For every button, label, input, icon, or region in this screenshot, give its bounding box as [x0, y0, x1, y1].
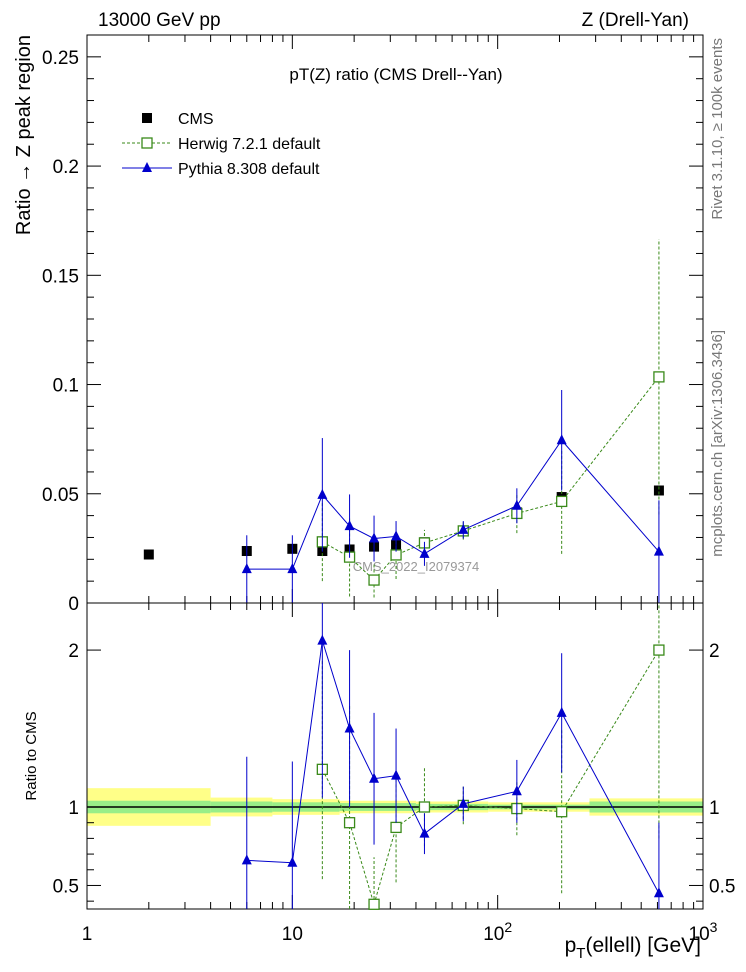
- upper-pythia-point: [653, 545, 664, 556]
- upper-pythia-point: [419, 547, 430, 558]
- lower-pythia-point: [511, 785, 522, 796]
- upper-herwig-point: [653, 371, 665, 383]
- lower-frame: [86, 602, 704, 910]
- x-tick-label: 1: [82, 924, 93, 945]
- lower-y-tick-label-right: 2: [709, 641, 720, 662]
- upper-herwig-point: [368, 574, 380, 586]
- upper-pythia-point: [317, 488, 328, 499]
- legend-cms-marker: [142, 113, 152, 123]
- header-right: Z (Drell-Yan): [582, 10, 689, 31]
- x-tick-label: 10: [282, 924, 303, 945]
- lower-herwig-point: [556, 806, 568, 818]
- lower-pythia-point: [287, 856, 298, 867]
- lower-herwig-point: [418, 801, 431, 813]
- legend-herwig-label: Herwig 7.2.1 default: [178, 136, 321, 153]
- upper-pythia-point: [369, 532, 380, 543]
- upper-pythia-point: [556, 434, 567, 445]
- lower-herwig-point: [343, 817, 356, 829]
- header-left: 13000 GeV pp: [98, 10, 221, 31]
- lower-pythia-point: [458, 797, 469, 808]
- x-tick-label: 102: [483, 919, 512, 945]
- analysis-watermark: CMS_2022_I2079374: [353, 559, 480, 574]
- lower-y-tick-label: 0.5: [53, 876, 79, 897]
- upper-cms-point: [653, 485, 664, 496]
- x-axis-label: pT(ellell) [GeV]: [565, 934, 701, 962]
- lower-pythia-point: [344, 722, 355, 733]
- lower-y-tick-label: 1: [68, 798, 79, 819]
- upper-y-tick-label: 0.25: [42, 48, 79, 69]
- lower-y-tick-label-right: 1: [709, 798, 720, 819]
- upper-ylabel: Ratio → Z peak region: [13, 35, 35, 235]
- legend-pythia-marker: [142, 162, 152, 172]
- upper-pythia-point: [391, 530, 402, 541]
- upper-herwig-line: [322, 376, 660, 581]
- upper-pythia-line: [246, 439, 660, 570]
- main-title: pT(Z) ratio (CMS Drell--Yan): [289, 65, 502, 84]
- upper-pythia-point: [344, 520, 355, 531]
- upper-y-tick-label: 0.15: [42, 266, 79, 287]
- lower-pythia-point: [241, 854, 252, 865]
- lower-herwig-point: [653, 644, 665, 656]
- lower-pythia-point: [317, 634, 328, 645]
- lower-y-tick-label: 2: [68, 641, 79, 662]
- lower-pythia-point: [369, 772, 380, 783]
- lower-pythia-point: [391, 769, 402, 780]
- upper-y-tick-label: 0.1: [53, 376, 79, 397]
- upper-cms-point: [143, 549, 154, 560]
- upper-pythia-point: [511, 499, 522, 510]
- upper-y-tick-label: 0.2: [53, 157, 79, 178]
- legend-pythia-label: Pythia 8.308 default: [178, 161, 320, 178]
- lower-pythia-point: [419, 827, 430, 838]
- lower-ylabel: Ratio to CMS: [23, 711, 40, 800]
- upper-pythia-point: [458, 523, 469, 534]
- legend-cms-label: CMS: [178, 111, 214, 128]
- lower-y-tick-label-right: 0.5: [709, 876, 735, 897]
- lower-herwig-point: [390, 821, 402, 834]
- rivet-note: Rivet 3.1.10, ≥ 100k events: [709, 38, 726, 220]
- lower-pythia-point: [653, 887, 664, 898]
- upper-y-tick-label: 0: [68, 594, 79, 615]
- mcplots-note: mcplots.cern.ch [arXiv:1306.3436]: [709, 330, 726, 557]
- upper-herwig-point: [556, 495, 568, 508]
- upper-pythia-point: [287, 563, 298, 574]
- lower-pythia-line: [246, 640, 660, 894]
- lower-pythia-point: [556, 706, 567, 717]
- legend-herwig-marker: [141, 137, 153, 149]
- lower-herwig-point: [368, 898, 380, 910]
- upper-pythia-point: [241, 563, 252, 574]
- upper-y-tick-label: 0.05: [42, 485, 79, 506]
